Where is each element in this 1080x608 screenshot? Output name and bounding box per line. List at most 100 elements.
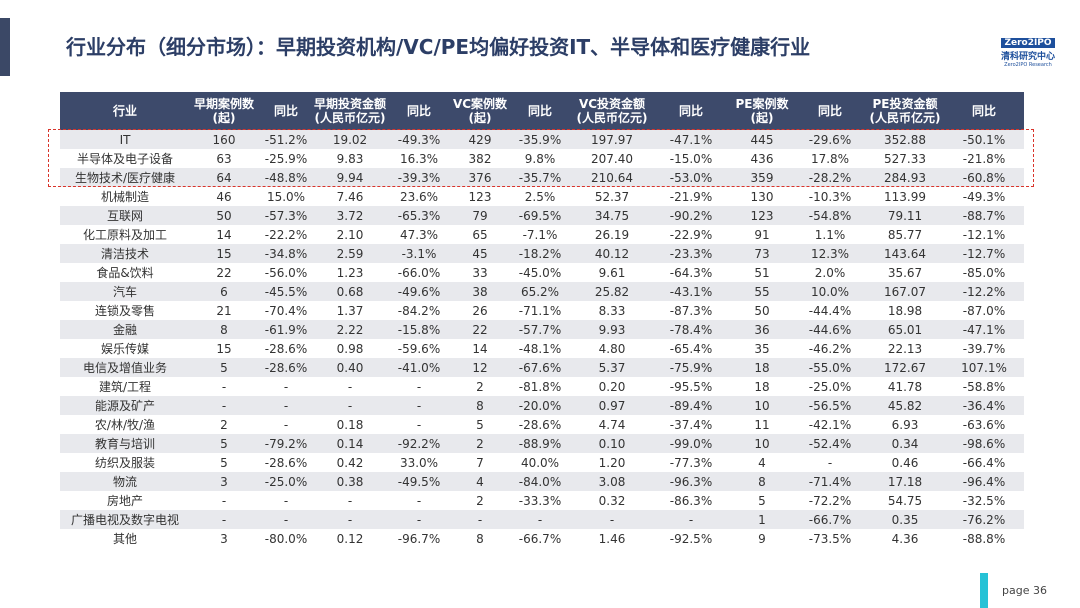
industry-cell: 生物技术/医疗健康	[60, 168, 190, 187]
industry-cell: 化工原料及加工	[82, 228, 167, 242]
value-cell: -39.7%	[962, 341, 1006, 356]
industry-cell: 清洁技术	[60, 244, 190, 263]
value-cell: 3.08	[572, 472, 652, 491]
table-row: IT 160 -51.2% 19.02 -49.3% 429 -35.9% 197.97 -47…	[60, 130, 1024, 149]
value-cell: 17.8%	[810, 151, 850, 166]
value-cell: 12	[452, 358, 508, 377]
header-text: VC投资金额	[578, 97, 646, 111]
value-cell: -21.9%	[669, 189, 713, 204]
value-cell: 0.42	[336, 455, 364, 470]
industry-cell: 农/林/牧/渔	[94, 418, 156, 432]
value-cell: 50	[754, 303, 770, 318]
header-text: 同比	[527, 104, 552, 118]
value-cell: -21.8%	[962, 151, 1006, 166]
value-cell: -88.9%	[508, 434, 572, 453]
value-cell: 0.18	[336, 417, 364, 432]
value-cell: -28.6%	[258, 358, 314, 377]
value-cell: -95.5%	[669, 379, 713, 394]
value-cell: 3.72	[314, 206, 386, 225]
header-text: VC案例数	[452, 97, 508, 111]
value-cell: -49.3%	[962, 189, 1006, 204]
value-cell: 376	[452, 168, 508, 187]
value-cell: 65.01	[866, 320, 944, 339]
value-cell: -	[258, 510, 314, 529]
value-cell: -77.3%	[669, 455, 713, 470]
value-cell: 51	[754, 265, 770, 280]
value-cell: 130	[750, 189, 774, 204]
value-cell: -	[386, 510, 452, 529]
value-cell: 0.35	[866, 510, 944, 529]
value-cell: -53.0%	[652, 168, 730, 187]
value-cell: -	[283, 417, 289, 432]
value-cell: 18.98	[887, 303, 923, 318]
header-cell: 同比	[794, 92, 866, 130]
industry-cell: 半导体及电子设备	[76, 152, 173, 166]
industry-cell: 娱乐传媒	[100, 342, 149, 356]
value-cell: 1	[730, 510, 794, 529]
value-cell: -44.4%	[808, 303, 852, 318]
value-cell: -	[386, 396, 452, 415]
value-cell: 73	[730, 244, 794, 263]
value-cell: 113.99	[884, 189, 926, 204]
value-cell: -36.4%	[944, 396, 1024, 415]
value-cell: -	[283, 493, 289, 508]
value-cell: 10	[730, 434, 794, 453]
value-cell: -	[508, 510, 572, 529]
page-number: page 36	[1002, 584, 1047, 597]
industry-cell: IT	[60, 130, 190, 149]
value-cell: -88.8%	[962, 531, 1006, 546]
value-cell: 26.19	[594, 227, 630, 242]
value-cell: 34.75	[572, 206, 652, 225]
value-cell: 40.0%	[520, 455, 560, 470]
value-cell: 9	[758, 531, 766, 546]
value-cell: -49.5%	[386, 472, 452, 491]
value-cell: 3	[220, 531, 228, 546]
header-text: 同比	[406, 104, 431, 118]
value-cell: 6	[190, 282, 258, 301]
value-cell: 85.77	[887, 227, 923, 242]
value-cell: 0.34	[866, 434, 944, 453]
value-cell: -84.0%	[508, 472, 572, 491]
industry-cell: 教育与培训	[60, 434, 190, 453]
value-cell: -47.1%	[944, 320, 1024, 339]
value-cell: -96.4%	[944, 472, 1024, 491]
table-row: 电信及增值业务 5 -28.6% 0.40 -41.0% 12 -67.6% 5.37 -75.…	[60, 358, 1024, 377]
logo-sub: Zero2IPO Research	[1004, 62, 1052, 68]
value-cell: 22.13	[887, 341, 923, 356]
logo: Zero2IPO 清科研究中心 Zero2IPO Research	[998, 30, 1058, 68]
value-cell: -49.3%	[386, 130, 452, 149]
value-cell: -59.6%	[397, 341, 441, 356]
value-cell: -57.3%	[258, 206, 314, 225]
value-cell: -12.2%	[944, 282, 1024, 301]
value-cell: -	[416, 417, 422, 432]
value-cell: -64.3%	[669, 265, 713, 280]
value-cell: -	[314, 396, 386, 415]
value-cell: 8	[730, 472, 794, 491]
value-cell: -20.0%	[508, 396, 572, 415]
value-cell: -15.8%	[386, 320, 452, 339]
header-text: (起)	[750, 111, 774, 125]
header-cell: VC案例数 (起)	[452, 92, 508, 130]
table-row: 汽车 6 -45.5% 0.68 -49.6% 38 65.2% 25.82 -43.1% 55 1…	[60, 282, 1024, 301]
value-cell: -	[416, 493, 422, 508]
value-cell: 2	[452, 434, 508, 453]
value-cell: -51.2%	[258, 130, 314, 149]
value-cell: 26	[472, 303, 488, 318]
value-cell: -48.1%	[518, 341, 562, 356]
value-cell: 91	[754, 227, 770, 242]
value-cell: -7.1%	[522, 227, 558, 242]
value-cell: 9.8%	[524, 151, 556, 166]
value-cell: 7	[476, 455, 484, 470]
value-cell: 197.97	[572, 130, 652, 149]
value-cell: -76.2%	[944, 510, 1024, 529]
value-cell: 11	[754, 417, 770, 432]
value-cell: 38	[452, 282, 508, 301]
value-cell: 4	[452, 472, 508, 491]
value-cell: -	[416, 379, 422, 394]
table-row: 物流 3 -25.0% 0.38 -49.5% 4 -84.0% 3.08 -96.3% 8 -71…	[60, 472, 1024, 491]
value-cell: 9.94	[314, 168, 386, 187]
value-cell: 9.93	[572, 320, 652, 339]
value-cell: -49.6%	[386, 282, 452, 301]
header-text: 行业	[112, 104, 137, 118]
value-cell: 4	[758, 455, 766, 470]
